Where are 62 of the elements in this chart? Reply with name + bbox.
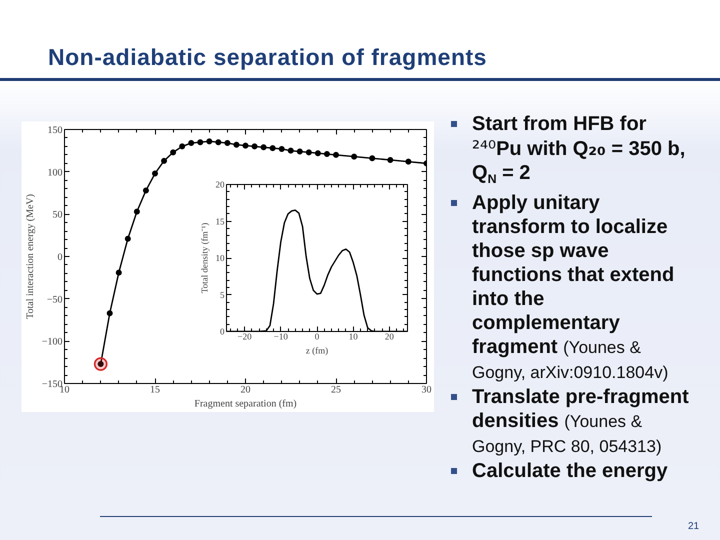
x-tick-label: −10: [274, 332, 288, 342]
y-tick-label: 15: [216, 216, 225, 226]
point: [152, 170, 158, 177]
y-tick-label: 150: [48, 125, 62, 136]
y-tick-label: 100: [48, 167, 62, 178]
y-axis-title: Total interaction energy (MeV): [24, 194, 36, 319]
y-tick-label: −100: [42, 336, 62, 348]
x-tick-label: 20: [240, 384, 250, 396]
text: Calculate the energy: [472, 459, 669, 483]
point: [314, 150, 321, 156]
point: [270, 145, 276, 152]
point: [197, 139, 204, 146]
y-tick-label: 20: [216, 180, 225, 190]
point: [233, 142, 240, 148]
y-tick-label: 50: [52, 210, 62, 221]
x-tick-label: 25: [331, 384, 341, 396]
y-tick-label: −150: [42, 379, 62, 390]
x-axis-title: z (fm): [306, 346, 328, 356]
text: Translate pre-fragment densities (Younes & Gogny, PRC 80, 054313): [472, 385, 690, 458]
point: [260, 144, 267, 150]
x-tick-label: 20: [384, 332, 394, 342]
point: [351, 154, 358, 160]
point: [387, 156, 394, 163]
point: [306, 149, 312, 156]
point: [179, 143, 186, 150]
point: [116, 270, 122, 276]
point: [296, 148, 303, 155]
x-tick-label: 15: [150, 384, 160, 396]
point: [252, 143, 258, 150]
text: Apply unitary transform to localize those sp wave functions that extend into the complementary fragment (Younes & Gogny, arXiv:0910.1804v): [472, 192, 674, 382]
point: [224, 140, 230, 146]
point: [188, 140, 194, 146]
point: [405, 158, 412, 165]
point: [324, 151, 330, 158]
text: Non-adiabatic separation of fragments: [48, 43, 487, 71]
point: [288, 148, 294, 154]
y-tick-label: 10: [216, 253, 225, 263]
point: [106, 310, 113, 316]
point: [333, 152, 339, 158]
y-tick-label: −50: [46, 294, 62, 306]
point: [215, 139, 222, 146]
point: [369, 155, 376, 162]
x-tick-label: 0: [314, 332, 320, 342]
point: [94, 357, 108, 371]
point: [170, 149, 176, 156]
text: 21: [688, 520, 700, 534]
point: [134, 208, 140, 215]
x-tick-label: 10: [348, 332, 358, 342]
point: [124, 236, 131, 242]
point: [161, 158, 168, 164]
y-tick-label: 0: [58, 252, 62, 263]
y-axis-title: Total density (fm⁻¹): [200, 222, 210, 294]
x-axis-title: Fragment separation (fm): [194, 398, 297, 410]
y-tick-label: 5: [220, 290, 225, 300]
point: [206, 138, 212, 144]
x-tick-label: 10: [60, 384, 70, 396]
point: [142, 187, 149, 194]
text: Start from HFB for ²⁴⁰Pu with Q₂₀ = 350 b, Q$_{N}$ = 2: [472, 113, 686, 186]
point: [278, 146, 285, 152]
x-tick-label: 30: [422, 384, 432, 396]
x-tick-label: −20: [238, 332, 252, 342]
point: [242, 142, 248, 149]
